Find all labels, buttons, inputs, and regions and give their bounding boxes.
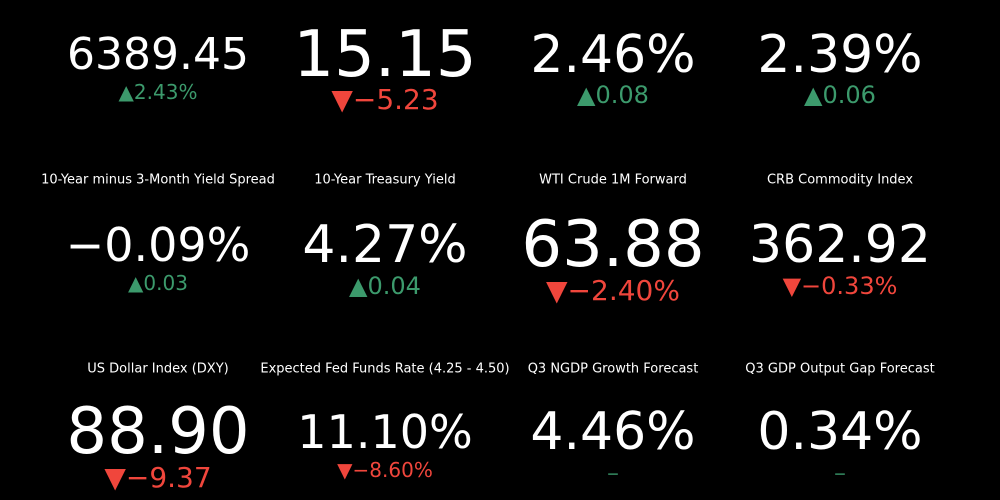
tile-change: ▲2.43% bbox=[118, 80, 198, 104]
tile-value: 2.39% bbox=[757, 25, 923, 85]
tile-title: WTI Crude 1M Forward bbox=[539, 172, 687, 188]
tile-value: 11.10% bbox=[297, 405, 473, 459]
tile-change: – bbox=[607, 459, 619, 487]
tile-title: US Dollar Index (DXY) bbox=[87, 361, 229, 377]
tile-change: ▲0.08 bbox=[577, 81, 649, 109]
tile-value: 6389.45 bbox=[67, 29, 249, 80]
tile-value: 2.46% bbox=[530, 25, 696, 85]
tile-value: 4.27% bbox=[302, 215, 468, 275]
tile-value: 88.90 bbox=[66, 395, 250, 469]
tile-change: ▼−8.60% bbox=[337, 458, 433, 482]
tile-change: – bbox=[834, 459, 846, 487]
tile-value: 4.46% bbox=[530, 402, 696, 462]
tile-title: CRB Commodity Index bbox=[766, 172, 914, 188]
tile-change: ▲0.03 bbox=[128, 271, 188, 295]
tile-value: 362.92 bbox=[749, 215, 931, 275]
tile-change: ▲0.04 bbox=[349, 272, 421, 300]
tile-value: −0.09% bbox=[65, 218, 251, 272]
tile-value: 63.88 bbox=[521, 208, 705, 282]
tile-change: ▼−9.37 bbox=[104, 461, 212, 494]
tile-title: Q3 GDP Output Gap Forecast bbox=[745, 361, 935, 377]
tile-change: ▲0.06 bbox=[804, 81, 876, 109]
tile-value: 0.34% bbox=[757, 402, 923, 462]
tile-change: ▼−0.33% bbox=[782, 272, 898, 300]
tile-value: 15.15 bbox=[293, 18, 477, 92]
tile-change: ▼−2.40% bbox=[546, 274, 680, 307]
tile-title: 10-Year Treasury Yield bbox=[314, 172, 456, 188]
tile-change: ▼−5.23 bbox=[331, 83, 439, 116]
tile-title: Q3 NGDP Growth Forecast bbox=[527, 361, 699, 377]
tile-title: Expected Fed Funds Rate (4.25 - 4.50) bbox=[260, 361, 510, 377]
tile-title: 10-Year minus 3-Month Yield Spread bbox=[41, 172, 275, 188]
